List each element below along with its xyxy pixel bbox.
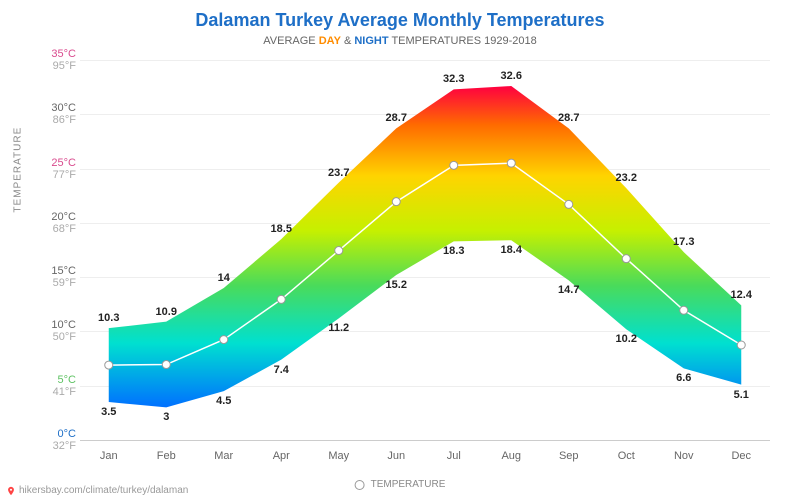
temperature-chart: Dalaman Turkey Average Monthly Temperatu… (0, 0, 800, 500)
x-tick-label: Oct (618, 450, 635, 462)
temperature-marker (335, 247, 343, 255)
day-temp-label: 14 (218, 272, 230, 284)
y-tick-label: 10°C 50°F (32, 319, 76, 343)
subtitle-text: AVERAGE (263, 35, 318, 47)
plot-area (80, 60, 770, 440)
chart-title: Dalaman Turkey Average Monthly Temperatu… (0, 0, 800, 31)
temperature-marker (162, 361, 170, 369)
x-tick-label: Feb (157, 450, 176, 462)
y-tick-label: 25°C 77°F (32, 157, 76, 181)
day-temp-label: 28.7 (558, 112, 579, 124)
night-temp-label: 10.2 (616, 333, 637, 345)
temperature-marker (277, 295, 285, 303)
day-temp-label: 12.4 (731, 289, 752, 301)
day-temp-label: 10.9 (156, 306, 177, 318)
temperature-band (109, 86, 742, 407)
night-temp-label: 6.6 (676, 372, 691, 384)
day-temp-label: 28.7 (386, 112, 407, 124)
night-temp-label: 18.3 (443, 245, 464, 257)
night-temp-label: 4.5 (216, 395, 231, 407)
day-temp-label: 10.3 (98, 312, 119, 324)
subtitle-amp: & (341, 35, 354, 47)
pin-icon (6, 486, 16, 496)
source-url: hikersbay.com/climate/turkey/dalaman (19, 485, 188, 496)
y-tick-label: 0°C 32°F (32, 428, 76, 452)
temperature-marker (450, 161, 458, 169)
night-temp-label: 3 (163, 411, 169, 423)
x-tick-label: Nov (674, 450, 694, 462)
x-tick-label: Jun (387, 450, 405, 462)
temperature-marker (105, 361, 113, 369)
night-temp-label: 11.2 (328, 322, 349, 334)
temperature-marker (220, 336, 228, 344)
temperature-marker (622, 255, 630, 263)
x-tick-label: Apr (273, 450, 290, 462)
day-temp-label: 18.5 (271, 223, 292, 235)
temperature-marker (737, 341, 745, 349)
x-tick-label: Jan (100, 450, 118, 462)
legend-marker-icon (355, 480, 365, 490)
y-tick-label: 5°C 41°F (32, 374, 76, 398)
source-attribution: hikersbay.com/climate/turkey/dalaman (6, 485, 188, 496)
day-temp-label: 32.3 (443, 73, 464, 85)
y-tick-label: 35°C 95°F (32, 48, 76, 72)
day-temp-label: 32.6 (501, 70, 522, 82)
temperature-marker (680, 306, 688, 314)
subtitle-day: DAY (319, 35, 341, 47)
night-temp-label: 18.4 (501, 244, 522, 256)
night-temp-label: 3.5 (101, 406, 116, 418)
temperature-marker (565, 200, 573, 208)
y-tick-label: 30°C 86°F (32, 102, 76, 126)
x-tick-label: Aug (501, 450, 521, 462)
area-svg (80, 60, 770, 440)
y-axis-label: TEMPERATURE (13, 127, 24, 213)
x-tick-label: Mar (214, 450, 233, 462)
legend: TEMPERATURE (355, 479, 446, 490)
night-temp-label: 15.2 (386, 279, 407, 291)
temperature-marker (392, 198, 400, 206)
x-tick-label: May (328, 450, 349, 462)
legend-label: TEMPERATURE (371, 479, 446, 490)
day-temp-label: 17.3 (673, 236, 694, 248)
chart-subtitle: AVERAGE DAY & NIGHT TEMPERATURES 1929-20… (0, 35, 800, 47)
subtitle-night: NIGHT (354, 35, 388, 47)
day-temp-label: 23.7 (328, 167, 349, 179)
day-temp-label: 23.2 (616, 172, 637, 184)
y-tick-label: 20°C 68°F (32, 211, 76, 235)
night-temp-label: 14.7 (558, 284, 579, 296)
night-temp-label: 5.1 (734, 389, 749, 401)
temperature-marker (507, 159, 515, 167)
y-tick-label: 15°C 59°F (32, 265, 76, 289)
x-tick-label: Jul (447, 450, 461, 462)
subtitle-years: TEMPERATURES 1929-2018 (389, 35, 537, 47)
x-tick-label: Dec (731, 450, 751, 462)
x-tick-label: Sep (559, 450, 579, 462)
night-temp-label: 7.4 (274, 364, 289, 376)
